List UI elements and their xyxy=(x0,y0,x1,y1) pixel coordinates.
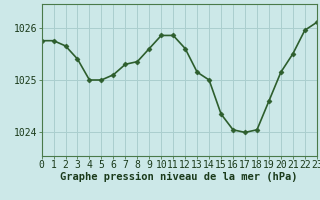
X-axis label: Graphe pression niveau de la mer (hPa): Graphe pression niveau de la mer (hPa) xyxy=(60,172,298,182)
